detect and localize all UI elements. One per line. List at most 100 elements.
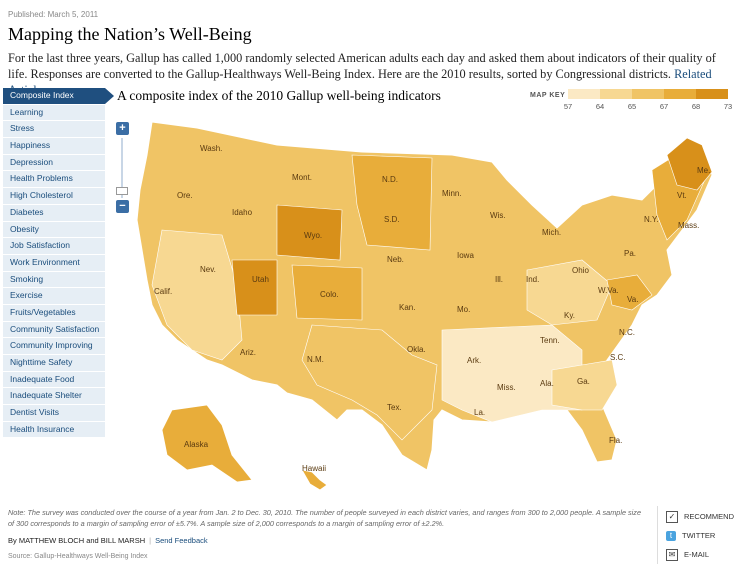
indicator-item[interactable]: Job Satisfaction: [3, 238, 105, 255]
state-label: Wyo.: [304, 231, 322, 240]
state-label: La.: [474, 408, 485, 417]
hawaii-shape[interactable]: [301, 469, 328, 491]
state-label: Ark.: [467, 356, 481, 365]
twitter-icon: t: [666, 531, 676, 542]
map-key-ticks: 57 64 65 67 68 73: [564, 102, 732, 112]
state-label: Ga.: [577, 377, 590, 386]
indicator-item[interactable]: Inadequate Food: [3, 371, 105, 389]
state-label: Hawaii: [302, 464, 326, 473]
indicator-item[interactable]: Composite Index: [3, 88, 105, 105]
zoom-in-button[interactable]: +: [116, 122, 129, 135]
zoom-slider-thumb[interactable]: [116, 187, 128, 195]
region-wyoming[interactable]: [276, 204, 343, 261]
region-utah[interactable]: [231, 259, 278, 316]
indicator-item[interactable]: Stress: [3, 121, 105, 139]
indicator-item[interactable]: High Cholesterol: [3, 188, 105, 205]
state-label: S.C.: [610, 353, 626, 362]
state-label: Pa.: [624, 249, 636, 258]
state-label: N.D.: [382, 175, 398, 184]
indicator-item[interactable]: Inadequate Shelter: [3, 388, 105, 406]
state-label: Miss.: [497, 383, 516, 392]
indicator-item[interactable]: Depression: [3, 154, 105, 172]
map-key-tick: 64: [595, 102, 605, 111]
state-label: Mont.: [292, 173, 312, 182]
state-label: Ill.: [495, 275, 503, 284]
region-new-england[interactable]: [666, 137, 713, 191]
indicator-item[interactable]: Dentist Visits: [3, 405, 105, 422]
indicator-item[interactable]: Happiness: [3, 138, 105, 155]
state-label: Vt.: [677, 191, 687, 200]
indicator-item[interactable]: Community Improving: [3, 338, 105, 355]
byline-separator: |: [149, 536, 152, 545]
indicator-item[interactable]: Smoking: [3, 271, 105, 289]
region-southeast[interactable]: [551, 359, 618, 411]
state-label: Iowa: [457, 251, 474, 260]
state-label: Ky.: [564, 311, 575, 320]
state-label: Calif.: [154, 287, 172, 296]
state-label: Kan.: [399, 303, 415, 312]
indicator-item[interactable]: Nighttime Safety: [3, 355, 105, 372]
map-key-swatch: [568, 89, 600, 99]
footnote: Note: The survey was conducted over the …: [8, 508, 642, 528]
region-texas[interactable]: [301, 324, 438, 441]
map-key-swatch: [664, 89, 696, 99]
region-southwest[interactable]: [151, 229, 243, 361]
share-tools: ✓ RECOMMEND t TWITTER ✉ E-MAIL: [657, 506, 736, 564]
map-key-tick: 65: [627, 102, 637, 111]
published-date: Published: March 5, 2011: [8, 10, 99, 19]
state-label: Colo.: [320, 290, 339, 299]
state-label: Ala.: [540, 379, 554, 388]
zoom-out-button[interactable]: −: [116, 200, 129, 213]
region-colorado[interactable]: [291, 264, 363, 321]
byline: By MATTHEW BLOCH and BILL MARSH | Send Fee…: [8, 536, 208, 545]
state-label: Neb.: [387, 255, 404, 264]
region-appalachia[interactable]: [526, 259, 613, 326]
state-label: Me.: [697, 166, 710, 175]
recommend-label: RECOMMEND: [684, 512, 734, 521]
map-key-tick: 57: [563, 102, 573, 111]
envelope-icon: ✉: [666, 549, 678, 562]
us-map[interactable]: Wash. Mont. N.D. Minn. Me. Ore. Idaho S.D. Wis. M…: [112, 110, 730, 500]
map-key-tick: 67: [659, 102, 669, 111]
state-label: Ariz.: [240, 348, 256, 357]
state-label: Tenn.: [540, 336, 560, 345]
state-label: Mo.: [457, 305, 470, 314]
twitter-label: TWITTER: [682, 531, 716, 540]
send-feedback-link[interactable]: Send Feedback: [155, 536, 208, 545]
region-virginia[interactable]: [606, 274, 653, 311]
map-key-swatch: [696, 89, 728, 99]
email-label: E-MAIL: [684, 550, 710, 559]
source-credit: Source: Gallup-Healthways Well-Being Ind…: [8, 553, 148, 560]
indicator-item[interactable]: Diabetes: [3, 204, 105, 222]
indicator-item[interactable]: Health Problems: [3, 171, 105, 189]
indicator-item[interactable]: Work Environment: [3, 254, 105, 272]
intro-text: For the last three years, Gallup has cal…: [8, 51, 716, 81]
email-button[interactable]: ✉ E-MAIL: [666, 549, 710, 562]
state-label: Fla.: [609, 436, 622, 445]
state-label: Ohio: [572, 266, 589, 275]
state-label: N.C.: [619, 328, 635, 337]
indicator-item[interactable]: Health Insurance: [3, 421, 105, 439]
region-south[interactable]: [441, 324, 583, 423]
state-label: Mich.: [542, 228, 561, 237]
indicator-item[interactable]: Community Satisfaction: [3, 321, 105, 339]
alaska-shape[interactable]: [161, 404, 253, 483]
indicator-item[interactable]: Fruits/Vegetables: [3, 304, 105, 322]
state-label: Wash.: [200, 144, 222, 153]
checkbox-icon: ✓: [666, 511, 678, 524]
map-key-tick: 68: [691, 102, 701, 111]
indicator-item[interactable]: Learning: [3, 104, 105, 122]
indicator-menu: Composite Index Learning Stress Happiness De…: [3, 88, 114, 439]
indicator-item[interactable]: Exercise: [3, 288, 105, 305]
state-label: Mass.: [678, 221, 699, 230]
state-label: Minn.: [442, 189, 462, 198]
twitter-button[interactable]: t TWITTER: [666, 530, 715, 542]
indicator-item[interactable]: Obesity: [3, 221, 105, 239]
recommend-button[interactable]: ✓ RECOMMEND: [666, 511, 734, 524]
state-label: N.M.: [307, 355, 324, 364]
region-northern-plains[interactable]: [351, 154, 433, 251]
state-label: S.D.: [384, 215, 400, 224]
state-label: Wis.: [490, 211, 506, 220]
zoom-slider-track[interactable]: [121, 138, 123, 198]
state-label: Okla.: [407, 345, 426, 354]
